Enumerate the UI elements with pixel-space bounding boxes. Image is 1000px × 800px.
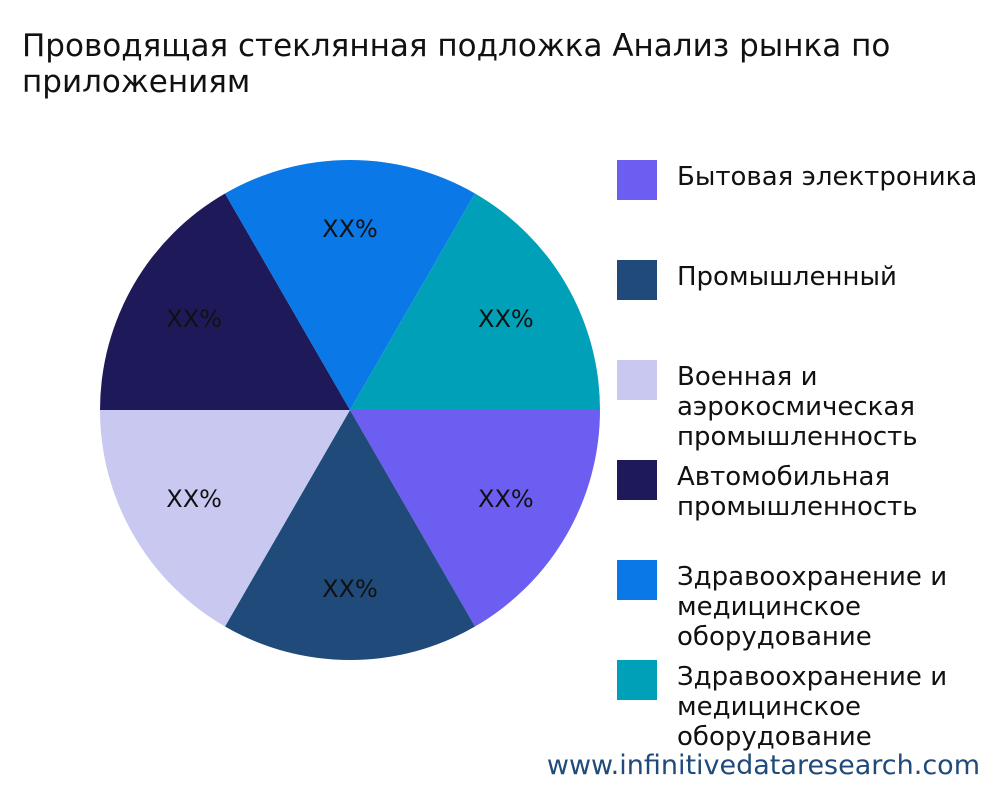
legend-label: Бытовая электроника — [677, 162, 978, 192]
value-label: XX% — [322, 215, 378, 243]
source: www.infinitivedataresearch.com — [546, 750, 980, 781]
legend-swatch — [617, 160, 657, 200]
pie-slice — [350, 193, 600, 410]
pie-slice — [225, 160, 475, 410]
pie-slice — [225, 410, 475, 660]
legend-swatch — [617, 660, 657, 700]
legend-label: Военная и аэрокосмическая промышленность — [677, 362, 918, 452]
value-label: XX% — [478, 485, 534, 513]
pie-slice — [350, 410, 600, 627]
legend-swatch — [617, 560, 657, 600]
legend-label: Здравоохранение и медицинское оборудован… — [677, 562, 948, 652]
legend-swatch — [617, 360, 657, 400]
legend-swatch — [617, 460, 657, 500]
value-label: XX% — [322, 575, 378, 603]
legend-label: Здравоохранение и медицинское оборудован… — [677, 662, 948, 752]
pie-slice — [100, 410, 350, 627]
value-label: XX% — [166, 305, 222, 333]
chart-title: Проводящая стеклянная подложка Анализ ры… — [22, 28, 891, 100]
value-label: XX% — [478, 305, 534, 333]
legend-label: Промышленный — [677, 262, 897, 292]
pie-slice — [100, 193, 350, 410]
value-label: XX% — [166, 485, 222, 513]
legend-label: Автомобильная промышленность — [677, 462, 918, 522]
legend-swatch — [617, 260, 657, 300]
